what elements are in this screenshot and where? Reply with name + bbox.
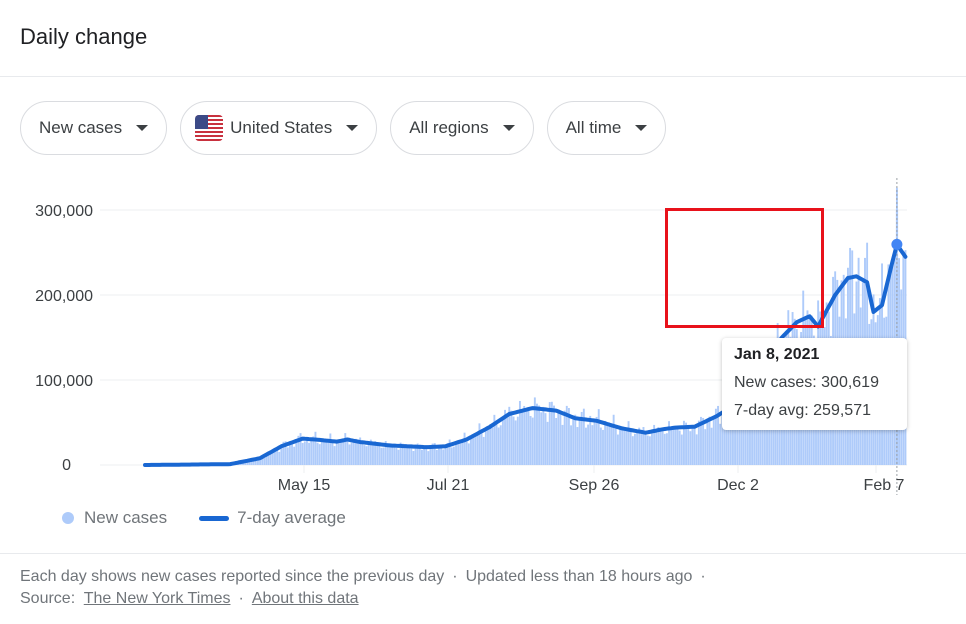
caret-down-icon [635, 125, 648, 131]
average-legend-line-icon [199, 515, 230, 521]
x-tick-label: Sep 26 [568, 477, 620, 494]
time-range-dropdown[interactable]: All time [546, 101, 667, 155]
y-tick-label: 200,000 [35, 288, 93, 305]
separator: · [452, 568, 458, 585]
footer-note: Each day shows new cases reported since … [20, 568, 445, 585]
separator: · [238, 590, 244, 607]
separator: · [700, 568, 706, 585]
caret-down-icon [136, 125, 149, 131]
x-tick-label: Dec 2 [717, 477, 759, 494]
tooltip-date: Jan 8, 2021 [734, 346, 820, 363]
card-header: Daily change [0, 0, 966, 77]
x-tick-label: Jul 21 [426, 477, 470, 494]
filter-bar: New cases United States All regions All … [20, 101, 667, 155]
tooltip-new-cases: New cases: 300,619 [734, 374, 879, 391]
tooltip-average: 7-day avg: 259,571 [734, 402, 871, 419]
source-link[interactable]: The New York Times [83, 590, 231, 607]
legend-new-cases: New cases [84, 508, 168, 527]
x-tick-label: Feb 7 [863, 477, 905, 494]
region-dropdown[interactable]: All regions [390, 101, 534, 155]
region-dropdown-label: All regions [409, 118, 489, 137]
y-tick-label: 0 [62, 457, 71, 474]
caret-down-icon [346, 125, 359, 131]
footer-note-line: Each day shows new cases reported since … [20, 568, 714, 586]
country-dropdown[interactable]: United States [180, 101, 378, 155]
chart-legend: New cases 7-day average [62, 508, 346, 528]
us-flag-icon [195, 115, 224, 141]
y-tick-label: 100,000 [35, 373, 93, 390]
about-data-link[interactable]: About this data [251, 590, 359, 607]
metric-dropdown[interactable]: New cases [20, 101, 168, 155]
footer-source-line: Source: The New York Times · About this da… [20, 590, 359, 608]
x-tick-label: May 15 [277, 477, 331, 494]
caret-down-icon [502, 125, 515, 131]
legend-average: 7-day average [237, 508, 346, 527]
page-title: Daily change [20, 24, 148, 49]
source-label: Source: [20, 590, 76, 607]
chart-tooltip: Jan 8, 2021 New cases: 300,619 7-day avg… [722, 338, 907, 430]
country-dropdown-label: United States [230, 118, 333, 137]
card-footer: Each day shows new cases reported since … [0, 553, 966, 624]
y-tick-label: 300,000 [35, 203, 93, 220]
updated-status: Updated less than 18 hours ago [465, 568, 693, 585]
highlight-annotation-box [665, 208, 824, 328]
metric-dropdown-label: New cases [39, 118, 123, 137]
time-range-dropdown-label: All time [565, 118, 622, 137]
new-cases-legend-dot-icon [62, 512, 74, 524]
